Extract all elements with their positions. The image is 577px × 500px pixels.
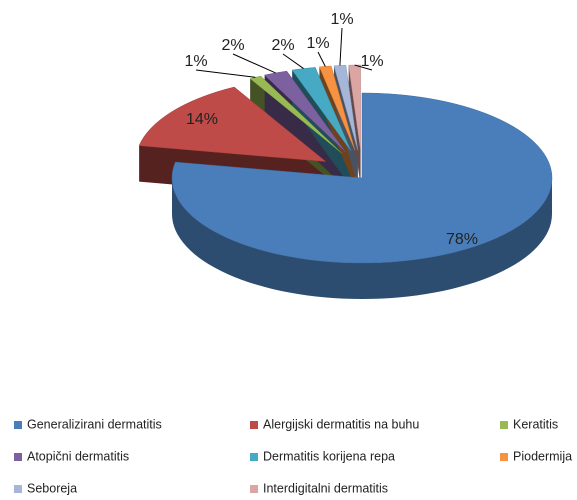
legend-swatch bbox=[14, 421, 22, 429]
legend-swatch bbox=[500, 421, 508, 429]
legend-label: Seboreja bbox=[27, 481, 77, 495]
legend-swatch bbox=[14, 453, 22, 461]
legend-swatch bbox=[250, 485, 258, 493]
legend-swatch bbox=[250, 421, 258, 429]
slice bbox=[264, 70, 346, 153]
data-label: 78% bbox=[446, 231, 478, 248]
legend-swatch bbox=[14, 485, 22, 493]
leader-line bbox=[317, 51, 326, 67]
data-label: 1% bbox=[360, 53, 383, 70]
data-label: 2% bbox=[221, 37, 244, 54]
slice-side bbox=[348, 65, 361, 187]
legend-label: Keratitis bbox=[513, 417, 558, 431]
slice bbox=[138, 86, 327, 162]
data-label: 1% bbox=[330, 11, 353, 28]
leader-line bbox=[282, 53, 304, 69]
leader-line bbox=[339, 27, 343, 66]
legend-label: Generalizirani dermatitis bbox=[27, 417, 162, 431]
legend-label: Interdigitalni dermatitis bbox=[263, 481, 388, 495]
leader-line bbox=[354, 64, 373, 71]
data-label: 1% bbox=[184, 53, 207, 70]
leader-line bbox=[195, 69, 256, 78]
slice-wall bbox=[172, 178, 552, 299]
pie bbox=[138, 64, 553, 299]
legend-swatch bbox=[250, 453, 258, 461]
data-label: 2% bbox=[271, 37, 294, 54]
data-label: 1% bbox=[306, 35, 329, 52]
legend-label: Alergijski dermatitis na buhu bbox=[263, 417, 419, 431]
legend-label: Dermatitis korijena repa bbox=[263, 449, 395, 463]
leader-line bbox=[232, 53, 276, 74]
legend-label: Atopični dermatitis bbox=[27, 449, 129, 463]
legend-label: Piodermija bbox=[513, 449, 572, 463]
legend-swatch bbox=[500, 453, 508, 461]
slice bbox=[171, 92, 553, 264]
data-label: 14% bbox=[186, 111, 218, 128]
